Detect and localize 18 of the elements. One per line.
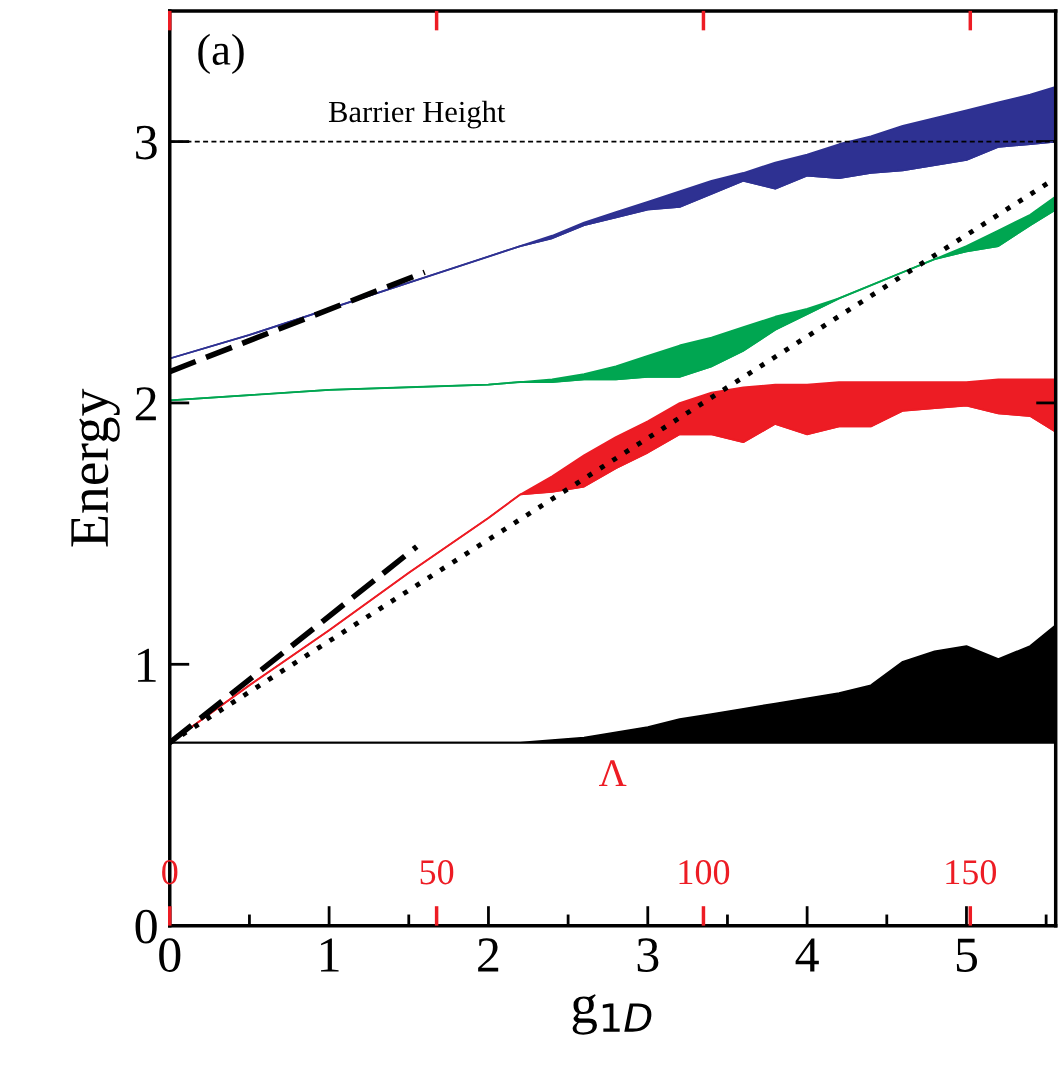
x-tick-label: 1 [321,938,339,972]
x-tick-label: 2 [478,938,499,972]
y-tick-label: 1 [138,648,156,682]
x-tick-label: 3 [637,938,659,972]
x2-tick-label: 50 [420,860,454,885]
y-axis-title: Energy [71,388,120,547]
y-tick-label: 2 [135,387,156,421]
y-tick-label: 0 [135,909,157,944]
y-tick-label: 3 [136,125,157,160]
x-tick-label: 4 [795,938,819,972]
x-axis-title: g$_{1D}$ [572,994,652,1035]
x-tick-label: 0 [159,938,181,972]
annotation: (a) [198,33,244,75]
x-tick-label: 5 [956,938,978,972]
x2-tick-label: 100 [679,860,730,885]
ref-line-label: Barrier Height [328,100,506,129]
x2-axis-title: Λ [599,760,627,786]
x2-tick-label: 150 [946,860,997,885]
